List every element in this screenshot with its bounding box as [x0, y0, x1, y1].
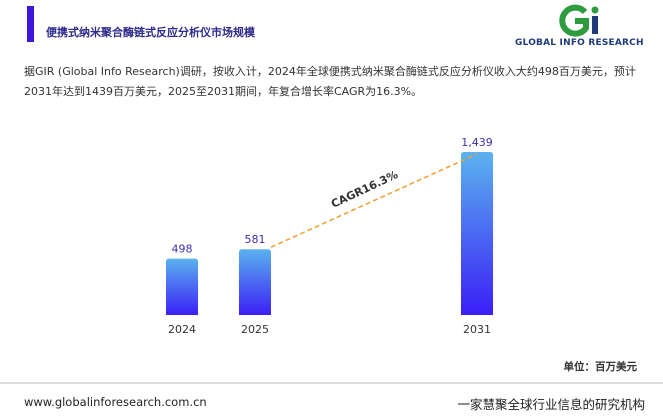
- cagr-line: [270, 153, 478, 248]
- footer-slogan: 一家慧聚全球行业信息的研究机构: [457, 397, 645, 412]
- footer-url: www.globalinforesearch.com.cn: [24, 395, 207, 409]
- value-label: 1,439: [461, 136, 493, 149]
- unit-label: 单位：百万美元: [563, 361, 638, 373]
- description: 据GIR (Global Info Research)调研，按收入计，2024年…: [24, 65, 636, 98]
- x-tick-label: 2024: [168, 323, 196, 336]
- cagr-label: CAGR16.3%: [329, 168, 400, 211]
- x-tick-label: 2031: [463, 323, 491, 336]
- value-label: 498: [172, 243, 193, 256]
- bar: [239, 249, 271, 315]
- x-tick-label: 2025: [241, 323, 269, 336]
- title-marker: [27, 6, 34, 42]
- value-label: 581: [245, 233, 266, 246]
- logo-i: [592, 16, 598, 34]
- logo-text: GLOBAL INFO RESEARCH: [515, 38, 644, 48]
- bar: [166, 258, 198, 315]
- chart-title: 便携式纳米聚合酶链式反应分析仪市场规模: [46, 26, 255, 39]
- logo-dot: [591, 6, 599, 14]
- logo-g: [559, 4, 589, 37]
- bar: [461, 152, 493, 315]
- logo-icon: [559, 4, 599, 37]
